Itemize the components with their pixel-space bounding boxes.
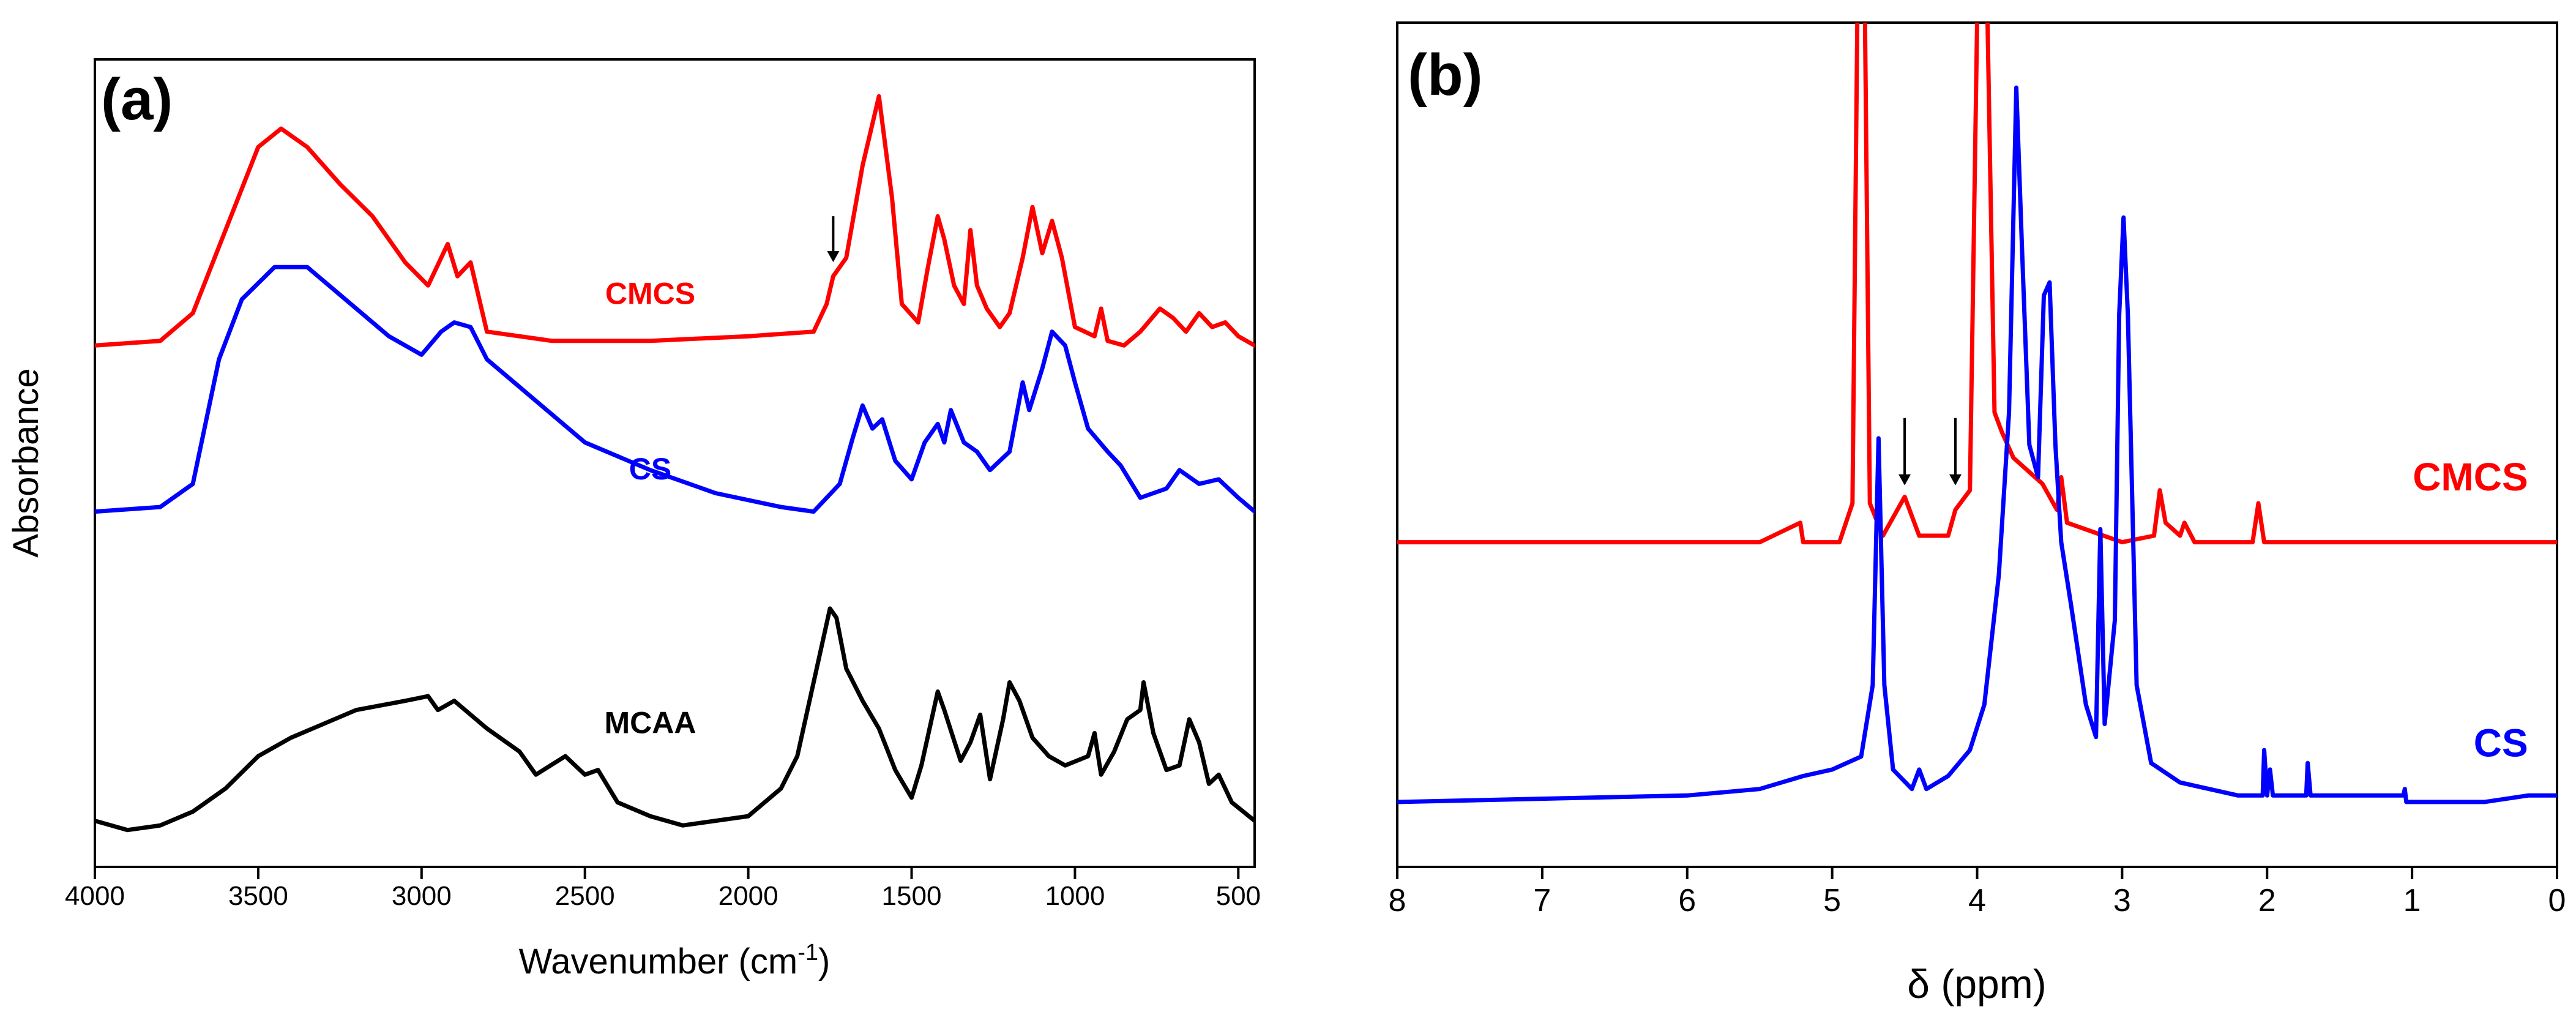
panel-a-xlabel-main: Wavenumber (cm <box>519 942 798 981</box>
panel-b-series-labels: CMCS CS <box>2413 455 2528 765</box>
x-tick-label: 1 <box>2403 883 2421 918</box>
panel-b-series <box>1397 23 2557 804</box>
series-line-cs <box>95 264 1255 514</box>
x-tick-label: 0 <box>2548 883 2566 918</box>
series-line-cmcs <box>1397 23 2557 545</box>
series-line-cmcs <box>95 94 1255 348</box>
x-tick-label: 3500 <box>228 881 288 911</box>
x-tick-label: 8 <box>1389 883 1406 918</box>
x-tick-label: 5 <box>1823 883 1841 918</box>
x-tick-label: 1500 <box>882 881 942 911</box>
panel-a-xlabel-end: ) <box>818 942 830 981</box>
panel-a-series <box>95 94 1255 833</box>
x-tick-label: 2 <box>2258 883 2276 918</box>
x-tick-label: 4000 <box>65 881 125 911</box>
panel-a: 4000 3500 3000 2500 2000 1500 1000 500 CMCS CS MC… <box>6 58 1261 981</box>
x-tick-label: 4 <box>1968 883 1986 918</box>
x-tick-label: 6 <box>1678 883 1696 918</box>
x-tick-label: 3 <box>2113 883 2131 918</box>
peak-arrow <box>827 216 840 263</box>
x-tick-label: 1000 <box>1045 881 1105 911</box>
panel-a-series-labels: CMCS CS MCAA <box>604 276 696 740</box>
x-tick-label: 3000 <box>392 881 452 911</box>
panel-a-xlabel: Wavenumber (cm-1) <box>519 940 831 981</box>
panel-b-xlabel: δ (ppm) <box>1907 961 2046 1007</box>
series-label-cmcs: CMCS <box>2413 455 2528 499</box>
series-line-cs <box>1397 85 2557 804</box>
x-tick-label: 7 <box>1533 883 1551 918</box>
panel-a-ylabel: Absorbance <box>6 368 46 558</box>
panel-a-xlabel-sup: -1 <box>797 940 818 966</box>
peak-arrow <box>1898 418 1911 486</box>
x-tick-label: 2500 <box>555 881 615 911</box>
series-label-cmcs: CMCS <box>605 276 695 310</box>
x-tick-label: 500 <box>1216 881 1261 911</box>
series-label-cs: CS <box>2474 721 2528 765</box>
panel-a-x-ticks: 4000 3500 3000 2500 2000 1500 1000 500 <box>65 867 1261 911</box>
panel-b-arrows <box>1898 418 1962 486</box>
panel-a-arrow <box>827 216 840 263</box>
series-label-cs: CS <box>629 452 671 486</box>
series-label-mcaa: MCAA <box>604 705 696 740</box>
panel-b-x-ticks: 8 7 6 5 4 3 2 1 0 <box>1389 867 2566 918</box>
x-tick-label: 2000 <box>719 881 778 911</box>
panel-a-label: (a) <box>101 67 173 132</box>
panel-b: 8 7 6 5 4 3 2 1 0 CMCS CS (b) δ (ppm) <box>1389 21 2566 1007</box>
series-line-mcaa <box>95 606 1255 833</box>
panel-a-frame <box>94 58 1256 868</box>
peak-arrow <box>1949 418 1962 486</box>
panel-b-label: (b) <box>1408 42 1483 108</box>
